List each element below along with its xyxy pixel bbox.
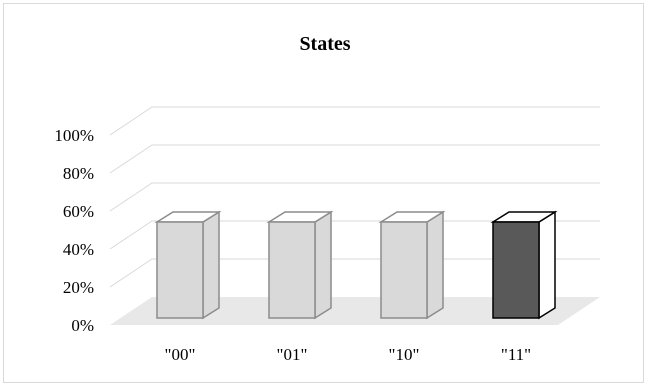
- x-tick-label: "10": [389, 345, 420, 364]
- y-tick-label: 60%: [63, 202, 94, 221]
- gridlines: [109, 106, 600, 288]
- bar-front-face: [156, 221, 204, 319]
- bar-side-face: [538, 210, 556, 320]
- bar-side-face: [314, 210, 332, 320]
- gridline: [109, 182, 600, 212]
- bar: [266, 210, 334, 320]
- y-axis-ticks: 0% 20% 40% 60% 80% 100%: [54, 126, 94, 335]
- bar-front-face: [492, 221, 540, 319]
- gridline: [109, 106, 600, 136]
- bar-front-face: [268, 221, 316, 319]
- chart-title: States: [299, 33, 350, 55]
- y-tick-label: 0%: [71, 316, 94, 335]
- gridline: [109, 220, 600, 250]
- x-tick-label: "00": [165, 345, 196, 364]
- y-tick-label: 100%: [54, 126, 94, 145]
- gridline: [109, 258, 600, 288]
- floor-plane: [110, 297, 600, 325]
- bar: [378, 210, 446, 320]
- bar-side-face: [426, 210, 444, 320]
- bar-side-face: [202, 210, 220, 320]
- bar: [154, 210, 222, 320]
- x-tick-label: "11": [501, 345, 531, 364]
- y-tick-label: 80%: [63, 164, 94, 183]
- chart-floor: [110, 297, 600, 325]
- y-tick-label: 40%: [63, 240, 94, 259]
- bar: [490, 210, 558, 320]
- bar-front-face: [380, 221, 428, 319]
- y-tick-label: 20%: [63, 278, 94, 297]
- chart-frame: [3, 3, 644, 383]
- x-tick-label: "01": [277, 345, 308, 364]
- x-axis-ticks: "00" "01" "10" "11": [165, 345, 532, 364]
- gridline: [109, 144, 600, 174]
- bars: [154, 210, 558, 320]
